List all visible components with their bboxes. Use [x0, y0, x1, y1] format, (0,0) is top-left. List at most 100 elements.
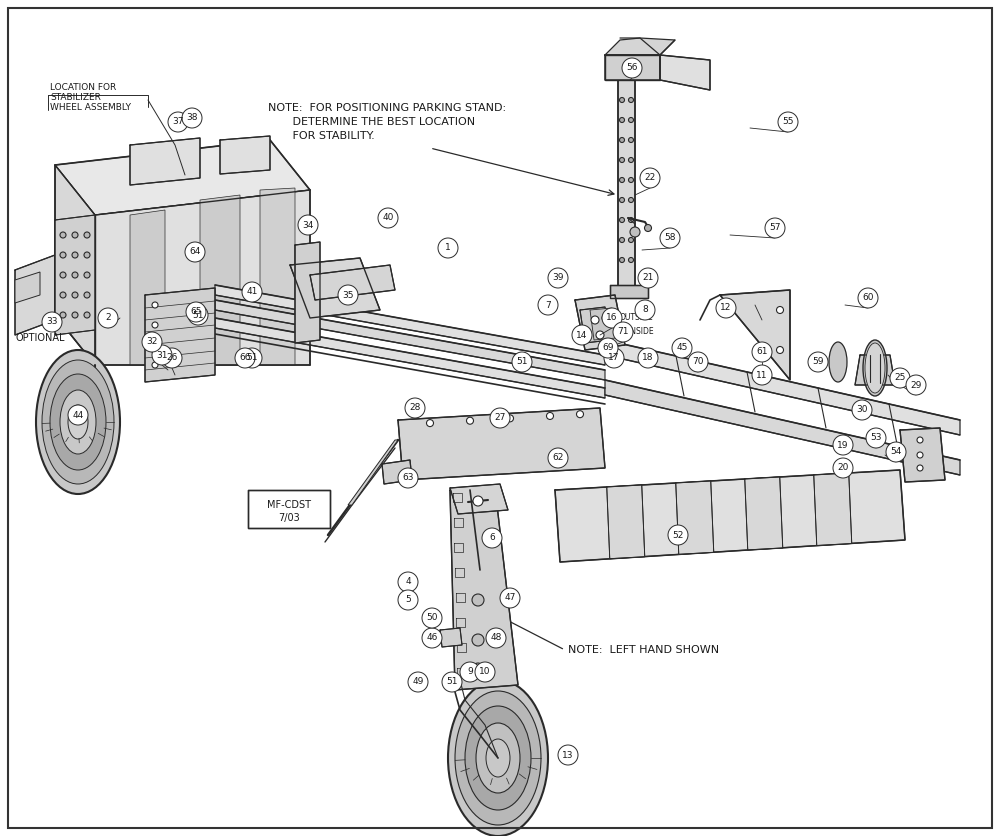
Ellipse shape [50, 374, 106, 470]
Text: 65: 65 [190, 308, 202, 317]
Text: 16: 16 [606, 314, 618, 323]
Text: 34: 34 [302, 221, 314, 230]
Circle shape [558, 745, 578, 765]
Circle shape [507, 415, 514, 422]
Circle shape [60, 232, 66, 238]
Circle shape [890, 368, 910, 388]
Circle shape [242, 282, 262, 302]
Text: DETERMINE THE BEST LOCATION: DETERMINE THE BEST LOCATION [268, 117, 475, 127]
Text: 7/03: 7/03 [278, 513, 300, 523]
Circle shape [60, 272, 66, 278]
Circle shape [60, 312, 66, 318]
Circle shape [630, 227, 640, 237]
Circle shape [298, 215, 318, 235]
Circle shape [629, 257, 634, 263]
Text: 56: 56 [626, 64, 638, 73]
Circle shape [500, 588, 520, 608]
Polygon shape [348, 440, 398, 505]
Circle shape [378, 208, 398, 228]
Circle shape [162, 348, 182, 368]
Text: MF-CDST: MF-CDST [267, 500, 311, 510]
Ellipse shape [865, 343, 885, 393]
Text: 44: 44 [72, 410, 84, 420]
Text: 10: 10 [479, 667, 491, 676]
Polygon shape [605, 55, 660, 80]
Polygon shape [15, 255, 55, 335]
Circle shape [620, 137, 624, 142]
Circle shape [398, 468, 418, 488]
Text: 60: 60 [862, 293, 874, 303]
Polygon shape [55, 140, 310, 215]
Text: 35: 35 [342, 290, 354, 299]
Text: 21: 21 [642, 273, 654, 283]
Polygon shape [605, 380, 960, 475]
Circle shape [629, 197, 634, 202]
Polygon shape [382, 460, 412, 484]
Text: 69: 69 [602, 344, 614, 353]
Circle shape [68, 405, 88, 425]
Polygon shape [440, 628, 462, 647]
Text: 8: 8 [642, 305, 648, 314]
Polygon shape [130, 138, 200, 185]
Text: OPTIONAL: OPTIONAL [15, 333, 64, 343]
Circle shape [426, 420, 434, 426]
Text: 40: 40 [382, 213, 394, 222]
Polygon shape [855, 355, 895, 385]
Circle shape [604, 348, 624, 368]
Circle shape [472, 594, 484, 606]
Polygon shape [450, 488, 518, 690]
Ellipse shape [455, 691, 541, 825]
Circle shape [858, 288, 878, 308]
Circle shape [808, 352, 828, 372]
Text: 13: 13 [562, 751, 574, 759]
Ellipse shape [448, 680, 548, 836]
Circle shape [152, 345, 172, 365]
Polygon shape [660, 55, 710, 90]
Text: 50: 50 [426, 614, 438, 623]
Polygon shape [95, 190, 310, 365]
Text: 11: 11 [756, 370, 768, 380]
Text: 33: 33 [46, 318, 58, 327]
Circle shape [512, 352, 532, 372]
Text: 39: 39 [552, 273, 564, 283]
Polygon shape [295, 242, 320, 343]
Polygon shape [605, 340, 960, 435]
Text: 2: 2 [105, 314, 111, 323]
Circle shape [473, 663, 483, 673]
Circle shape [620, 157, 624, 162]
Polygon shape [55, 165, 95, 365]
Circle shape [188, 305, 208, 325]
Text: 51: 51 [446, 677, 458, 686]
Circle shape [635, 300, 655, 320]
Text: 29: 29 [910, 380, 922, 390]
Polygon shape [130, 210, 165, 365]
Polygon shape [900, 428, 945, 482]
Circle shape [572, 325, 592, 345]
Text: 48: 48 [490, 634, 502, 643]
Circle shape [917, 452, 923, 458]
Circle shape [752, 342, 772, 362]
Circle shape [72, 312, 78, 318]
Text: STABILIZER: STABILIZER [50, 93, 101, 101]
Text: 61: 61 [756, 348, 768, 356]
Circle shape [620, 237, 624, 242]
Text: 51: 51 [246, 354, 258, 363]
Circle shape [338, 285, 358, 305]
Polygon shape [55, 215, 95, 335]
Text: 63: 63 [402, 473, 414, 482]
Text: 52: 52 [672, 531, 684, 539]
Bar [248, 490, 330, 528]
Polygon shape [215, 300, 605, 380]
Text: 47: 47 [504, 594, 516, 603]
Circle shape [620, 177, 624, 182]
Circle shape [629, 217, 634, 222]
Text: 55: 55 [782, 118, 794, 126]
Circle shape [235, 348, 255, 368]
Text: 51: 51 [516, 358, 528, 366]
Circle shape [475, 662, 495, 682]
Text: 20: 20 [837, 463, 849, 472]
Circle shape [620, 197, 624, 202]
Circle shape [776, 307, 784, 314]
Circle shape [596, 331, 604, 339]
Text: 5: 5 [405, 595, 411, 604]
